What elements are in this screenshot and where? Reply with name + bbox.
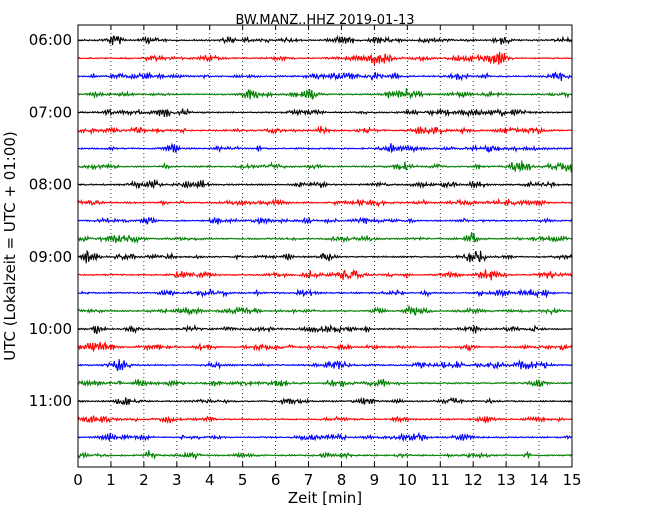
trace-0745 <box>77 160 573 173</box>
y-tick-label-0900: 09:00 <box>29 248 72 266</box>
x-tick-label-15: 15 <box>562 471 581 489</box>
x-tick-label-2: 2 <box>139 471 149 489</box>
plot-frame <box>77 24 573 468</box>
y-tick-label-1000: 10:00 <box>29 320 72 338</box>
x-tick-label-7: 7 <box>304 471 314 489</box>
x-tick-label-6: 6 <box>271 471 281 489</box>
x-tick-label-9: 9 <box>370 471 380 489</box>
y-tick-label-1100: 11:00 <box>29 392 72 410</box>
x-tick-label-8: 8 <box>337 471 347 489</box>
trace-0945 <box>77 304 573 316</box>
trace-0715 <box>77 125 573 136</box>
y-axis-label: UTC (Lokalzeit = UTC + 01:00) <box>1 131 19 361</box>
trace-1145 <box>77 450 573 461</box>
trace-0915 <box>77 269 573 281</box>
trace-0645 <box>77 88 573 101</box>
x-tick-label-4: 4 <box>205 471 215 489</box>
trace-0800 <box>77 179 573 190</box>
trace-0815 <box>77 197 573 208</box>
trace-1030 <box>77 359 573 371</box>
x-tick-label-1: 1 <box>106 471 116 489</box>
trace-1100 <box>77 396 573 406</box>
trace-1130 <box>77 431 573 443</box>
y-tick-label-0700: 07:00 <box>29 103 72 121</box>
trace-0830 <box>77 216 573 225</box>
trace-1045 <box>77 378 573 388</box>
trace-0700 <box>77 107 573 118</box>
x-tick-label-3: 3 <box>172 471 182 489</box>
trace-1015 <box>77 341 573 353</box>
grid-lines <box>110 25 540 467</box>
y-tick-label-0800: 08:00 <box>29 176 72 194</box>
trace-0900 <box>77 249 573 264</box>
x-tick-label-12: 12 <box>464 471 483 489</box>
trace-1115 <box>77 415 573 425</box>
x-tick-label-10: 10 <box>398 471 417 489</box>
trace-0930 <box>77 288 573 299</box>
trace-0845 <box>77 232 573 244</box>
x-tick-label-5: 5 <box>238 471 248 489</box>
x-tick-label-0: 0 <box>73 471 83 489</box>
chart-title: BW.MANZ..HHZ 2019-01-13 <box>235 13 414 28</box>
axis-ticks: 0 1 2 3 4 5 6 7 8 9 10 11 12 13 14 1506:0007:0008:0009:… <box>29 25 582 489</box>
trace-1000 <box>77 323 573 335</box>
x-tick-label-13: 13 <box>497 471 516 489</box>
x-axis-label: Zeit [min] <box>288 489 362 507</box>
x-tick-label-14: 14 <box>530 471 549 489</box>
trace-0630 <box>77 71 573 82</box>
y-tick-label-0600: 06:00 <box>29 31 72 49</box>
x-tick-label-11: 11 <box>431 471 450 489</box>
trace-0600 <box>77 34 573 45</box>
trace-0730 <box>77 142 573 154</box>
seismic-traces <box>77 34 573 461</box>
trace-0615 <box>77 51 573 65</box>
